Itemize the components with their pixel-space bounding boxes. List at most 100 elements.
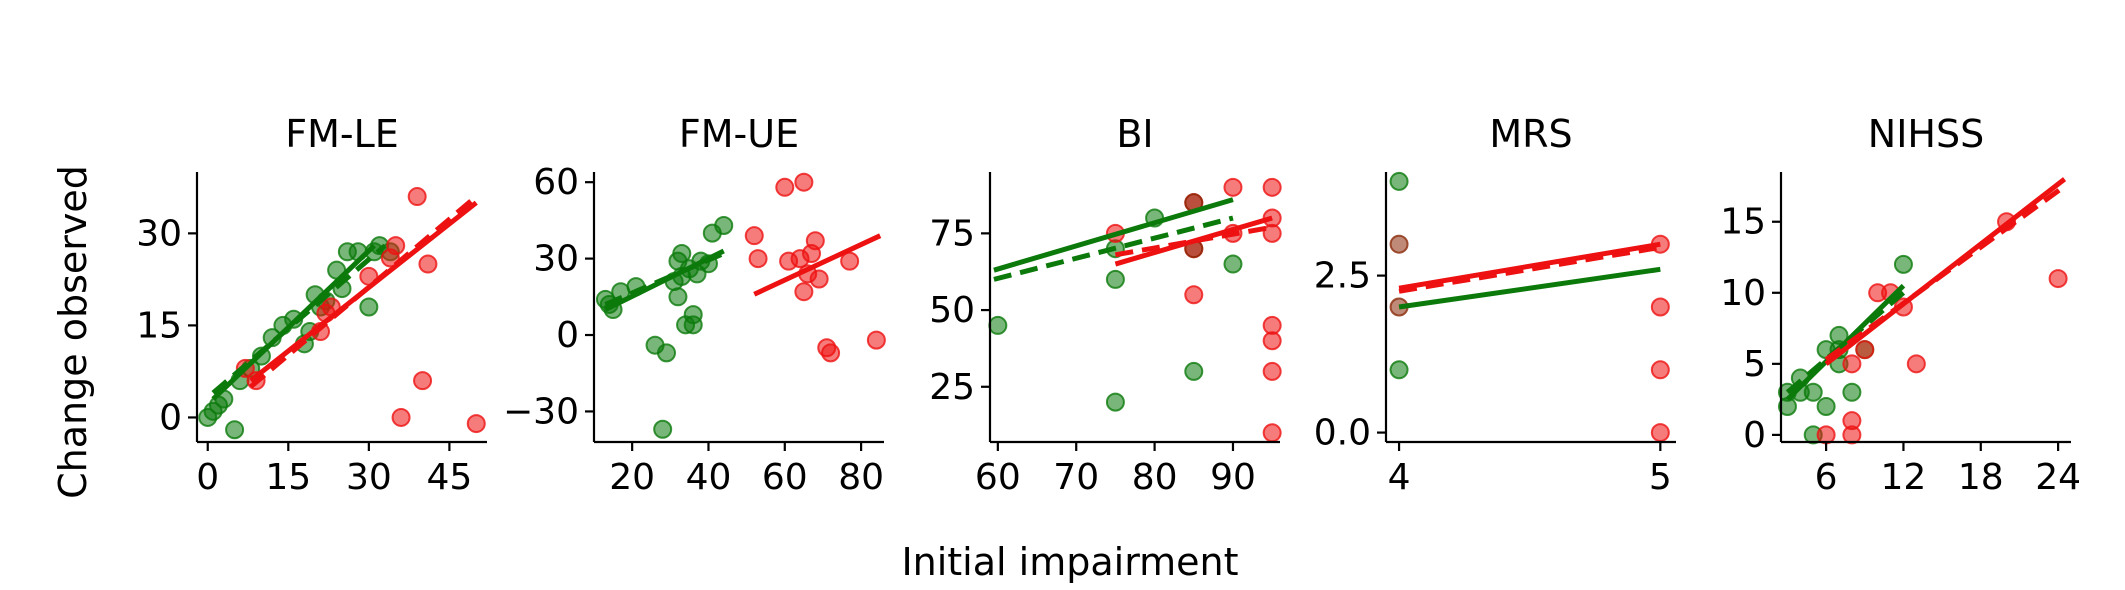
x-tick-label: 4: [1388, 457, 1411, 498]
fit-line-red-dashed: [1824, 184, 2067, 362]
y-axis-label: Change observed: [51, 165, 95, 499]
data-point-green: [657, 343, 676, 363]
data-point-red: [1262, 331, 1282, 351]
data-point-red: [821, 343, 841, 363]
y-tick-label: 0: [159, 397, 182, 438]
fit-line-green-dashed: [211, 243, 387, 395]
panel-mrs: MRS 4 5 0.0 2.5: [1314, 112, 1676, 498]
data-point-red: [1855, 340, 1875, 360]
x-tick-label: 24: [2035, 457, 2081, 498]
data-point-red: [407, 187, 427, 207]
x-tick-label: 0: [196, 457, 219, 498]
y-tick-label: 60: [533, 162, 579, 203]
x-tick-label: 20: [609, 457, 655, 498]
fit-line-green-dashed: [993, 215, 1234, 282]
data-point-green: [1184, 361, 1204, 381]
data-point-red: [794, 172, 814, 192]
y-tick-label: 30: [136, 213, 182, 254]
data-point-green: [1829, 325, 1849, 345]
data-point-red: [1816, 425, 1836, 445]
y-tick-label: 50: [929, 290, 975, 331]
fit-line-green-solid: [211, 243, 376, 401]
panel-title: FM-LE: [285, 112, 399, 156]
fit-line-red-dashed: [1398, 244, 1661, 294]
data-point-red: [418, 254, 438, 274]
fit-line-green-solid: [1398, 266, 1661, 310]
y-tick-label: 30: [533, 239, 579, 280]
y-tick-label: 75: [929, 213, 975, 254]
data-point-red: [1650, 360, 1670, 380]
data-point-red: [744, 226, 764, 246]
data-point-green: [672, 244, 692, 264]
panel-title: BI: [1116, 112, 1153, 156]
data-point-green: [683, 305, 703, 325]
x-tick-label: 5: [1649, 457, 1672, 498]
data-point-red: [413, 371, 433, 391]
panel-nihss: NIHSS 6 12 18 24 0 5 10 15: [1720, 112, 2081, 498]
data-point-green: [359, 297, 379, 317]
y-tick-label: −30: [503, 391, 579, 432]
data-point-red: [1262, 423, 1282, 443]
y-tick-label: 0: [1743, 415, 1766, 456]
data-point-green: [1816, 396, 1836, 416]
data-point-green: [1389, 171, 1409, 191]
panel-title: NIHSS: [1868, 112, 1984, 156]
x-tick-label: 6: [1815, 457, 1838, 498]
data-point-red: [1184, 285, 1204, 305]
x-tick-label: 45: [427, 457, 473, 498]
data-point-green: [1389, 360, 1409, 380]
fit-line-red-solid: [753, 233, 882, 297]
fit-line-green-solid: [1785, 283, 1906, 402]
data-point-red: [1262, 361, 1282, 381]
data-point-red: [1262, 223, 1282, 243]
y-tick-label: 10: [1720, 273, 1766, 314]
x-tick-label: 90: [1210, 457, 1256, 498]
data-point-red: [1262, 177, 1282, 197]
data-point-red: [386, 236, 406, 256]
data-point-green: [1893, 254, 1913, 274]
data-point-red: [775, 177, 795, 197]
data-point-red: [1650, 423, 1670, 443]
fit-line-red-solid: [1114, 215, 1273, 267]
fit-line-red-dashed: [249, 194, 478, 389]
x-tick-label: 18: [1958, 457, 2004, 498]
x-tick-label: 12: [1881, 457, 1927, 498]
x-tick-label: 60: [762, 457, 808, 498]
data-point-red: [1223, 177, 1243, 197]
x-tick-label: 15: [265, 457, 311, 498]
y-tick-label: 15: [1720, 202, 1766, 243]
data-point-red: [1906, 354, 1926, 374]
y-tick-label: 25: [929, 367, 975, 408]
y-tick-label: 0.0: [1314, 413, 1371, 454]
data-point-green: [225, 420, 245, 440]
data-point-green: [988, 315, 1008, 335]
panel-title: MRS: [1489, 112, 1572, 156]
data-point-green: [714, 215, 734, 235]
x-tick-label: 40: [686, 457, 732, 498]
y-tick-label: 15: [136, 305, 182, 346]
y-tick-label: 2.5: [1314, 256, 1371, 297]
data-point-red: [2048, 269, 2068, 289]
data-point-green: [653, 419, 673, 439]
data-point-red: [1650, 297, 1670, 317]
panel-fm-le: FM-LE 0 15 30 45 0 15 30: [136, 112, 487, 498]
data-point-red: [809, 269, 829, 289]
data-point-red: [466, 414, 486, 434]
data-point-red: [840, 251, 860, 271]
data-point-green: [1842, 382, 1862, 402]
data-point-red: [1842, 354, 1862, 374]
y-tick-label: 5: [1743, 344, 1766, 385]
x-tick-label: 30: [346, 457, 392, 498]
x-tick-label: 80: [838, 457, 884, 498]
panel-fm-ue: FM-UE 20 40 60 80 −30 0 30 60: [503, 112, 886, 498]
data-point-green: [1105, 269, 1125, 289]
fit-line-green-solid: [993, 197, 1234, 273]
data-point-green: [1105, 392, 1125, 412]
data-point-red: [866, 330, 886, 350]
x-axis-label: Initial impairment: [901, 540, 1238, 584]
data-point-green: [668, 287, 688, 307]
data-point-green: [1803, 382, 1823, 402]
x-tick-label: 70: [1053, 457, 1099, 498]
y-tick-label: 0: [556, 315, 579, 356]
